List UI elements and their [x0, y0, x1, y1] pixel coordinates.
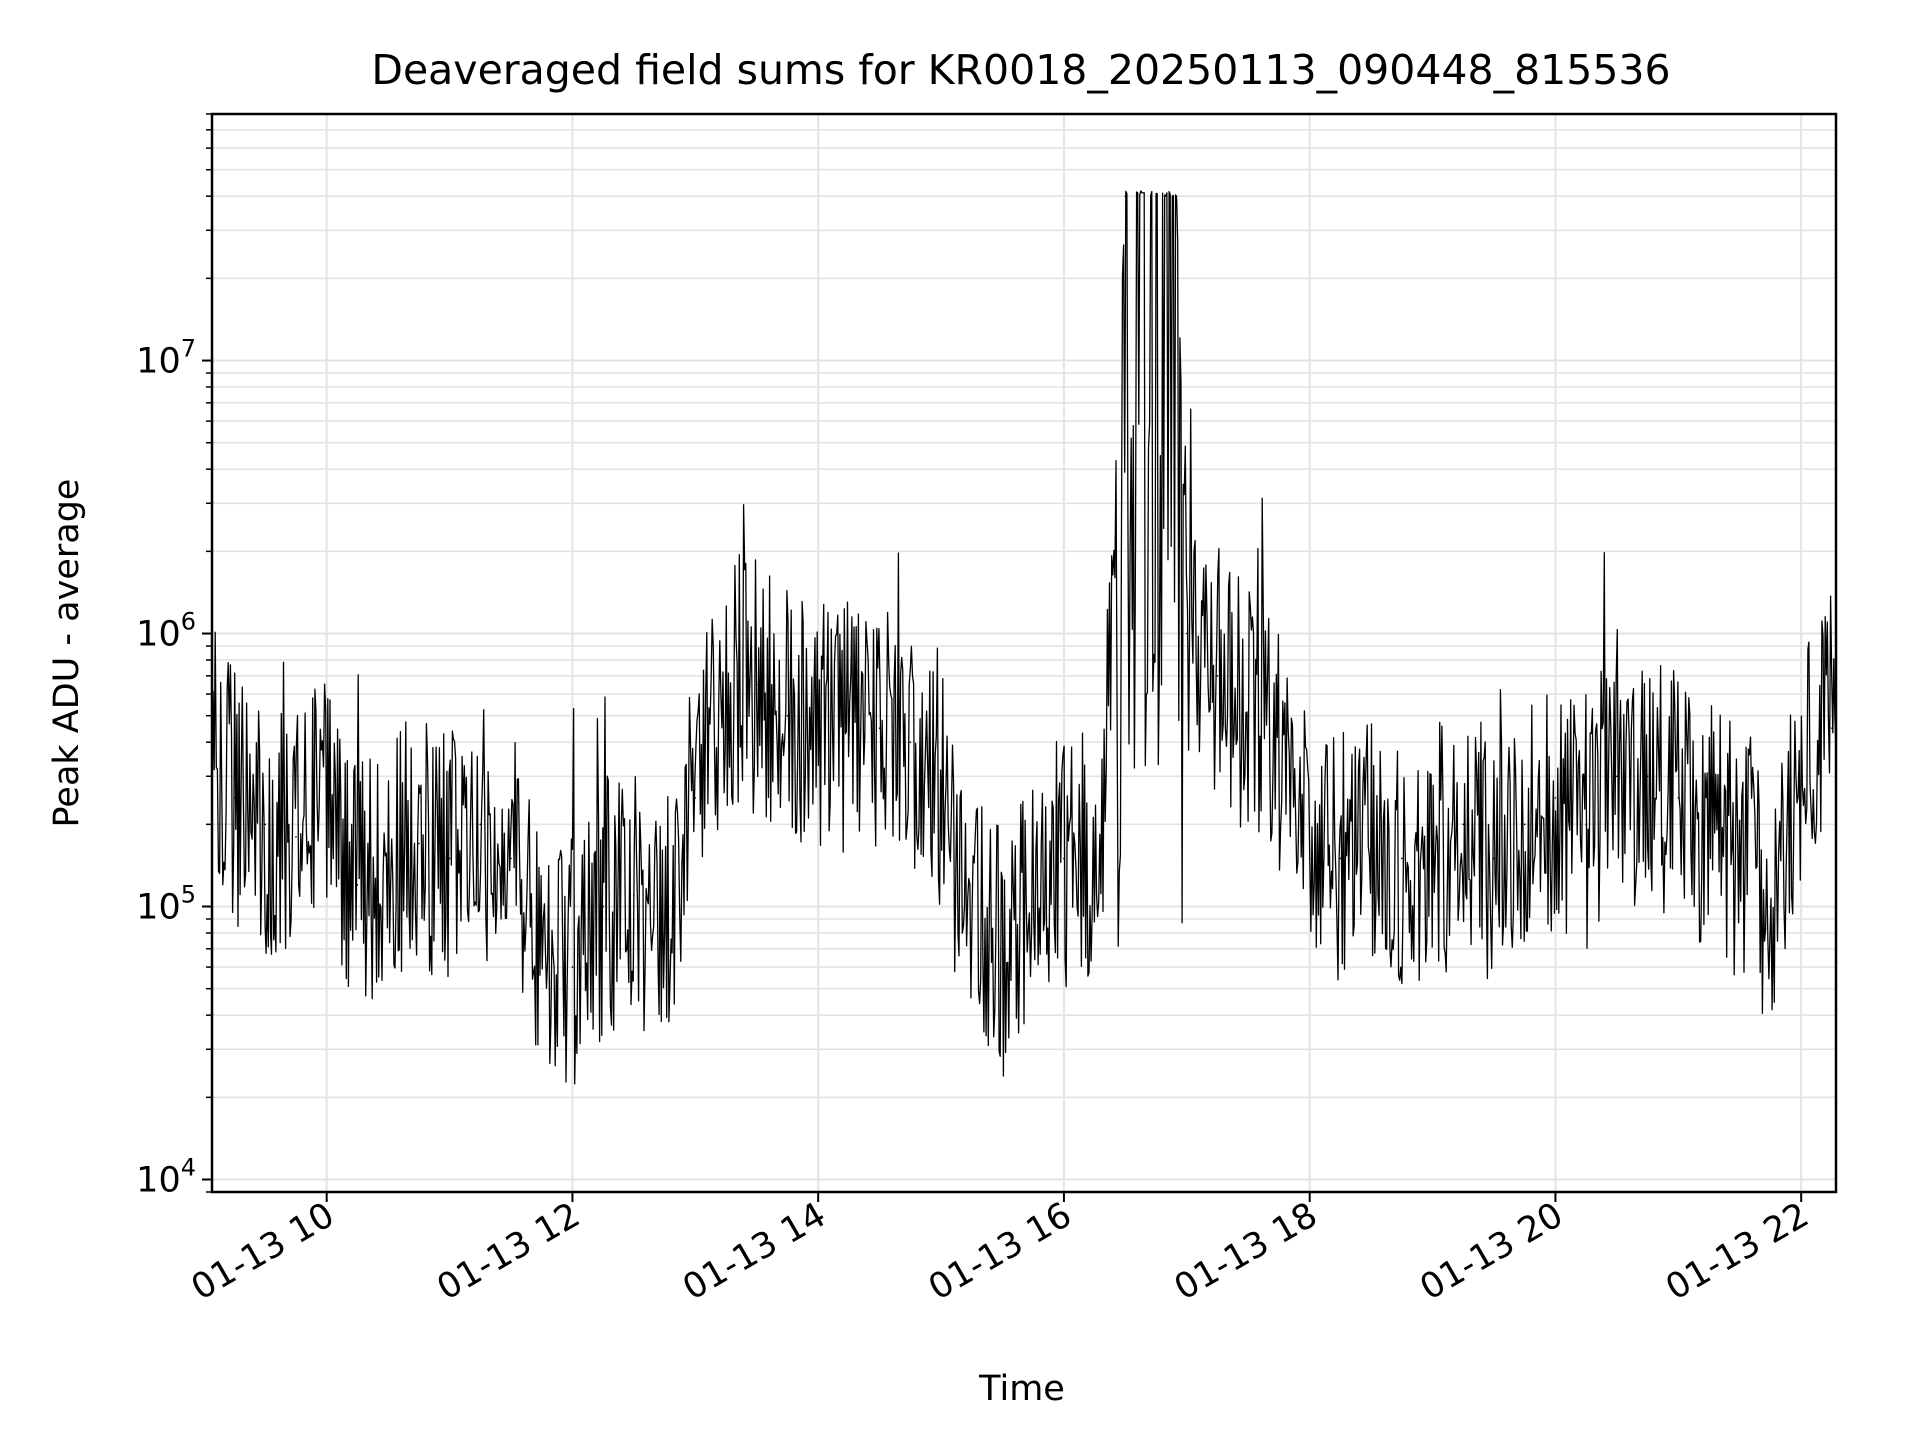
- data-point: [1104, 775, 1106, 778]
- data-point: [1708, 823, 1710, 826]
- data-point: [1462, 823, 1465, 826]
- x-axis-label: Time: [978, 1369, 1065, 1409]
- data-point: [1800, 775, 1802, 778]
- data-point: [1493, 857, 1495, 860]
- y-tick-label: 107: [136, 335, 196, 382]
- data-point: [325, 797, 328, 799]
- data-point: [663, 932, 666, 934]
- y-tick-label: 104: [136, 1154, 196, 1201]
- data-point: [571, 966, 574, 968]
- data-point: [1186, 632, 1188, 635]
- plot-frame: [210, 112, 1838, 1194]
- data-point: [1175, 195, 1178, 197]
- data-point: [1155, 195, 1157, 197]
- data-point: [817, 714, 819, 717]
- data-point: [633, 894, 635, 897]
- data-point: [479, 823, 482, 826]
- data-point: [510, 857, 512, 860]
- data-point: [1216, 675, 1219, 677]
- data-point: [1831, 727, 1833, 729]
- y-axis: 104 105 106 107: [136, 113, 212, 1201]
- data-point: [940, 775, 942, 778]
- data-point: [1339, 857, 1342, 860]
- data-point: [755, 683, 758, 686]
- data-point: [694, 797, 697, 799]
- data-point: [233, 797, 236, 799]
- data-point: [1308, 857, 1311, 860]
- data-point: [448, 857, 451, 860]
- data-point: [1738, 857, 1741, 860]
- data-point: [909, 741, 912, 743]
- plot-area: [211, 190, 1837, 1085]
- data-point: [1063, 857, 1065, 860]
- data-point: [1401, 857, 1403, 860]
- data-point: [848, 727, 850, 729]
- data-point: [1032, 905, 1035, 908]
- data-point: [725, 675, 727, 677]
- data-point: [1001, 948, 1004, 950]
- data-point: [1370, 823, 1372, 826]
- data-point: [1769, 905, 1772, 908]
- data-point: [387, 857, 389, 860]
- data-point: [1585, 823, 1587, 826]
- data-point: [1124, 195, 1127, 197]
- data-point: [602, 905, 604, 908]
- y-tick-label: 105: [136, 881, 196, 928]
- data-point: [1616, 775, 1618, 778]
- y-axis-label: Peak ADU - average: [47, 479, 87, 828]
- data-point: [264, 823, 267, 826]
- data-point: [1677, 797, 1680, 799]
- data-point: [1646, 775, 1649, 778]
- data-point: [1431, 857, 1434, 860]
- y-tick-label: 106: [136, 608, 196, 655]
- data-line: [211, 190, 1837, 1085]
- data-point: [540, 932, 543, 934]
- data-point: [970, 932, 973, 934]
- data-point: [418, 842, 420, 845]
- data-point: [786, 714, 789, 717]
- chart-title: Deaveraged field sums for KR0018_2025011…: [371, 46, 1670, 94]
- data-point: [295, 836, 297, 838]
- data-point: [1247, 714, 1250, 717]
- data-point: [1278, 741, 1280, 743]
- data-point: [356, 884, 359, 886]
- data-point: [1093, 857, 1096, 860]
- data-point: [1523, 823, 1526, 826]
- data-point: [1554, 797, 1557, 799]
- data-point: [878, 727, 881, 729]
